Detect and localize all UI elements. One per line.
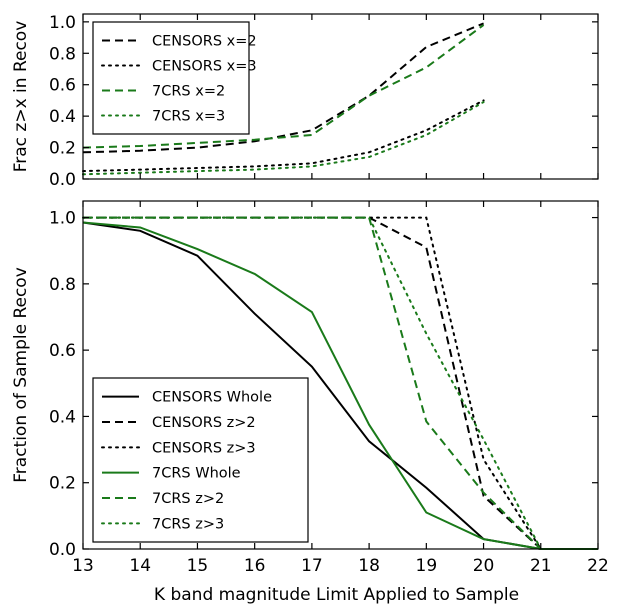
axes-frame <box>82 200 599 550</box>
legend-label-7crs-x-3: 7CRS x=3 <box>152 109 225 125</box>
y-tick-label: 0.6 <box>49 76 76 96</box>
x-tick-label: 19 <box>416 556 438 576</box>
series-line-7crs-x-3 <box>82 101 485 176</box>
legend-label-censors-x-2: CENSORS x=2 <box>152 34 257 50</box>
series-line-7crs-x-2 <box>82 24 485 149</box>
legend: CENSORS x=2 CENSORS x=3 7CRS x=2 7CRS x=3 <box>92 21 257 135</box>
x-tick-label: 14 <box>129 556 151 576</box>
y-tick-label: 0.4 <box>49 107 76 127</box>
x-tick-label: 15 <box>187 556 209 576</box>
axes-frame <box>82 13 599 180</box>
legend-label-7crs-whole: 7CRS Whole <box>152 466 241 482</box>
x-axis-label: K band magnitude Limit Applied to Sample <box>154 585 519 605</box>
y-tick-label: 0.0 <box>49 540 76 560</box>
x-tick-label: 17 <box>301 556 323 576</box>
x-tick-label: 16 <box>244 556 266 576</box>
x-tick-label: 22 <box>587 556 609 576</box>
legend-label-censors-z-3: CENSORS z>3 <box>152 440 256 456</box>
x-tick-label: 18 <box>358 556 380 576</box>
top-panel: 0.0 0.2 0.4 0.6 0.8 1.0 Frac z>x in Recov CENSO… <box>11 13 599 190</box>
y-tick-label: 0.2 <box>49 474 76 494</box>
y-tick-label: 0.0 <box>49 170 76 190</box>
series-line-7crs-z-2 <box>83 216 542 550</box>
series-line-censors-x-2 <box>82 22 484 154</box>
bottom-panel: 0.0 0.2 0.4 0.6 0.8 1.0 13 14 15 16 17 18 19 20 21 22 Fr… <box>11 200 609 605</box>
legend: CENSORS Whole CENSORS z>2 CENSORS z>3 7CRS … <box>92 377 309 543</box>
legend-label-7crs-z-3: 7CRS z>3 <box>152 516 224 532</box>
legend-label-7crs-x-2: 7CRS x=2 <box>152 84 225 100</box>
y-axis-label: Fraction of Sample Recov <box>11 267 31 483</box>
series-line-censors-x-3 <box>82 99 485 173</box>
y-tick-label: 0.2 <box>49 139 76 159</box>
x-tick-label: 21 <box>530 556 552 576</box>
x-tick-label: 13 <box>72 556 94 576</box>
y-axis-label: Frac z>x in Recov <box>11 21 31 173</box>
legend-label-7crs-z-2: 7CRS z>2 <box>152 491 224 507</box>
series-line-7crs-z-3 <box>82 216 542 550</box>
y-tick-label: 1.0 <box>49 209 76 229</box>
legend-label-censors-x-3: CENSORS x=3 <box>152 59 257 75</box>
y-tick-label: 0.8 <box>49 44 76 64</box>
legend-label-censors-whole: CENSORS Whole <box>152 390 272 406</box>
series-line-7crs-whole <box>82 221 598 550</box>
y-tick-label: 1.0 <box>49 13 76 33</box>
x-tick-label: 20 <box>473 556 495 576</box>
y-tick-label: 0.6 <box>49 341 76 361</box>
y-tick-label: 0.8 <box>49 275 76 295</box>
legend-box <box>92 21 250 135</box>
legend-label-censors-z-2: CENSORS z>2 <box>152 415 256 431</box>
legend-box <box>92 377 309 543</box>
y-tick-label: 0.4 <box>49 407 76 427</box>
